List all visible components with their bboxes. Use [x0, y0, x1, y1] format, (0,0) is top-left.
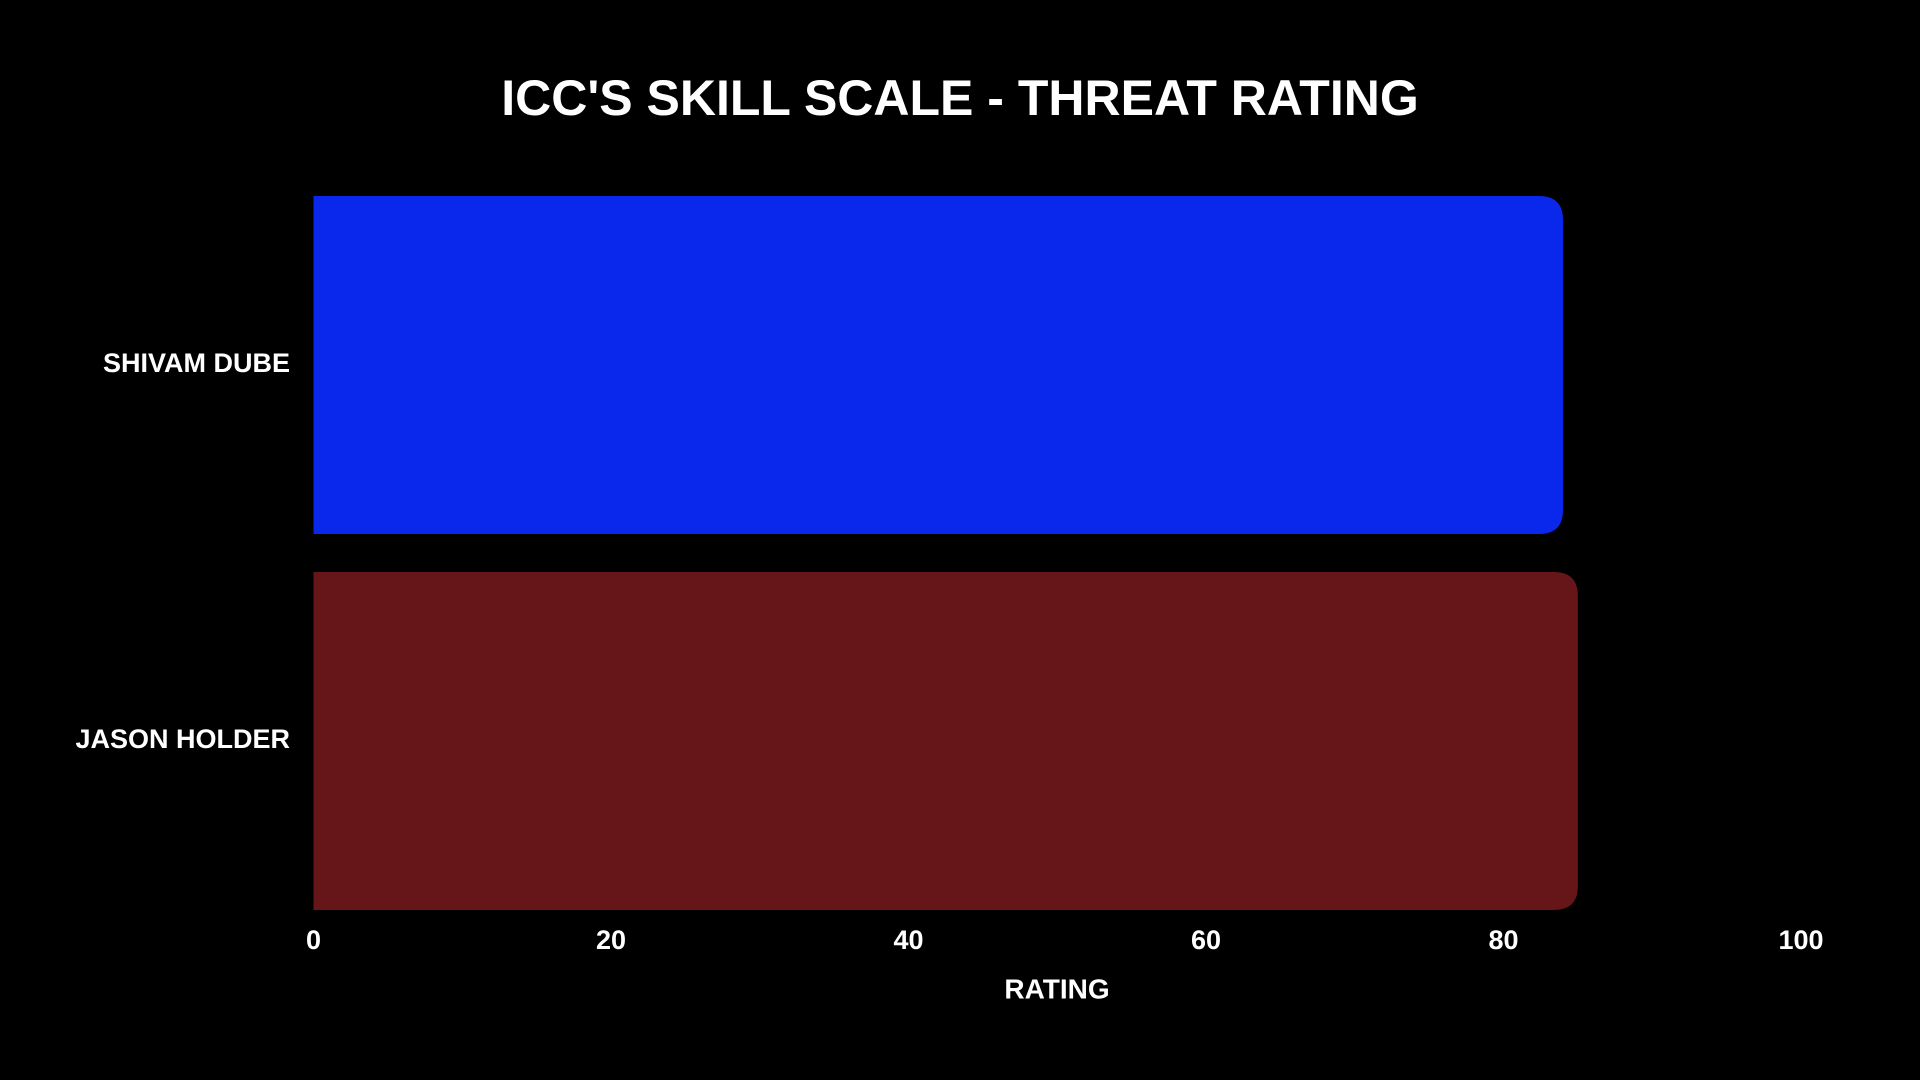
x-tick-label: 80 — [1488, 925, 1518, 955]
x-tick-label: 60 — [1191, 925, 1221, 955]
x-tick-label: 0 — [306, 925, 321, 955]
y-tick-label: JASON HOLDER — [75, 724, 290, 754]
bar — [313, 196, 1563, 534]
x-tick-label: 40 — [893, 925, 923, 955]
x-axis-label: RATING — [1004, 973, 1109, 1004]
chart-title: ICC'S SKILL SCALE - THREAT RATING — [501, 70, 1418, 126]
y-tick-label: SHIVAM DUBE — [103, 348, 290, 378]
bar — [313, 572, 1578, 910]
x-tick-label: 100 — [1778, 925, 1823, 955]
x-tick-label: 20 — [596, 925, 626, 955]
